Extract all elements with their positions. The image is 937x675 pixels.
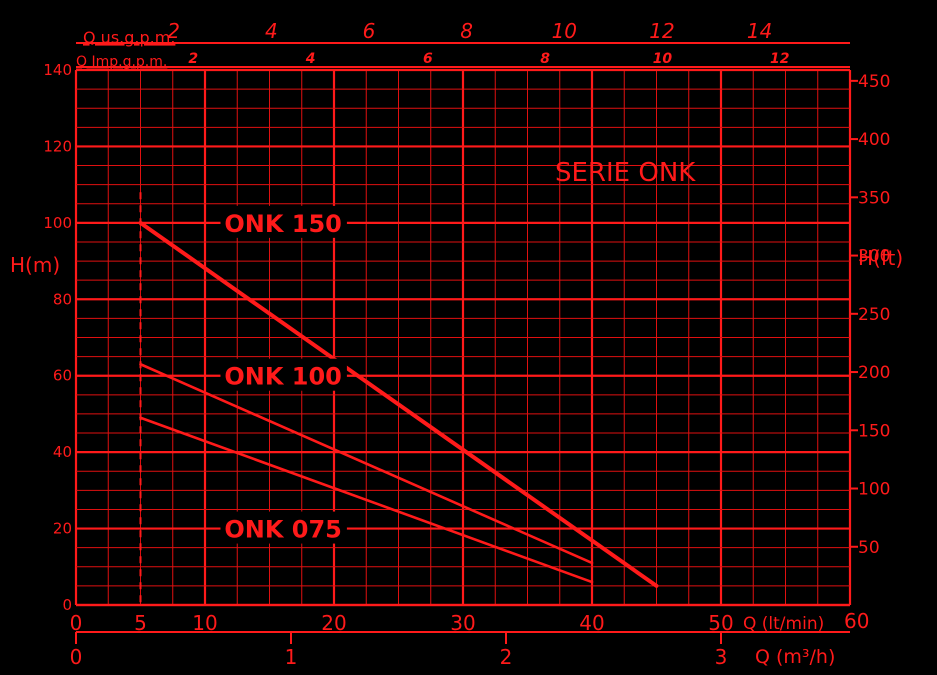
x2-axis-label: Q (m³/h) <box>755 646 835 668</box>
top-us-tick-label: 4 <box>265 19 278 43</box>
y2-tick-label: 250 <box>858 305 890 325</box>
y-axis-label: H(m) <box>10 253 60 277</box>
y-tick-label: 40 <box>53 443 72 461</box>
top-imp-gpm-label: Q Imp.g.p.m. <box>76 54 167 70</box>
x2-tick-label: 2 <box>500 645 513 669</box>
top-us-tick-label: 8 <box>460 19 473 43</box>
series-label: ONK 150 <box>224 210 342 238</box>
top-imp-tick-label: 6 <box>423 51 433 67</box>
series-line-onk-100 <box>139 362 594 565</box>
y-tick-label: 120 <box>43 137 72 155</box>
series-label: ONK 075 <box>224 516 342 544</box>
y2-tick-label: 200 <box>858 363 890 383</box>
y2-axis-label: H(ft) <box>858 246 903 270</box>
y2-tick-label: 300 <box>858 247 890 267</box>
x-axis-label: Q (lt/min) <box>743 614 824 634</box>
top-imp-tick-label: 10 <box>653 51 673 67</box>
y-tick-label: 0 <box>62 596 72 614</box>
y-tick-label: 20 <box>53 520 72 538</box>
y2-tick-label: 150 <box>858 421 890 441</box>
series-line-onk-150 <box>138 220 659 588</box>
series-label: ONK 100 <box>224 363 342 391</box>
x-tick-label: 0 <box>70 611 83 635</box>
top-us-tick-label: 14 <box>747 19 772 43</box>
labels: SERIE ONK H(m) H(ft) Q (lt/min) Q (m³/h)… <box>10 28 903 668</box>
y-tick-label: 100 <box>43 214 72 232</box>
y2-tick-label: 400 <box>858 130 890 150</box>
x-tick-label: 40 <box>579 611 604 635</box>
x2-tick-label: 3 <box>715 645 728 669</box>
x-tick-label: 20 <box>321 611 346 635</box>
y-tick-label: 80 <box>53 290 72 308</box>
y2-tick-label: 100 <box>858 480 890 500</box>
top-us-tick-label: 6 <box>363 19 376 43</box>
x-tick-label: 60 <box>844 609 869 633</box>
series-layer: ONK 150 ONK 100 ONK 075 <box>138 205 659 588</box>
series-label-background <box>220 205 347 238</box>
y2-tick-label: 350 <box>858 188 890 208</box>
top-imp-tick-label: 2 <box>188 51 198 67</box>
series-label-background <box>220 358 347 391</box>
top-us-tick-label: 10 <box>552 19 577 43</box>
x2-tick-label: 0 <box>70 645 83 669</box>
y2-tick-label: 450 <box>858 72 890 92</box>
x2-tick-label: 1 <box>285 645 298 669</box>
series-line-onk-075 <box>139 416 594 584</box>
top-imp-tick-label: 4 <box>305 51 316 67</box>
x-tick-label: 50 <box>708 611 733 635</box>
top-imp-tick-label: 12 <box>770 51 789 67</box>
y-tick-label: 140 <box>43 61 72 79</box>
top-imp-tick-label: 8 <box>540 51 550 67</box>
x-tick-label: 30 <box>450 611 475 635</box>
y-tick-label: 60 <box>53 367 72 385</box>
top-us-tick-label: 2 <box>167 19 180 43</box>
x-tick-label: 5 <box>134 611 147 635</box>
y2-tick-label: 50 <box>858 538 880 558</box>
chart-title: SERIE ONK <box>555 158 696 188</box>
axes: 0204060801001201405010015020025030035040… <box>43 19 890 669</box>
top-us-gpm-label: Q us.g.p.m. <box>83 28 175 47</box>
top-us-tick-label: 12 <box>649 19 674 43</box>
x-tick-label: 10 <box>192 611 217 635</box>
series-label-background <box>220 511 347 544</box>
